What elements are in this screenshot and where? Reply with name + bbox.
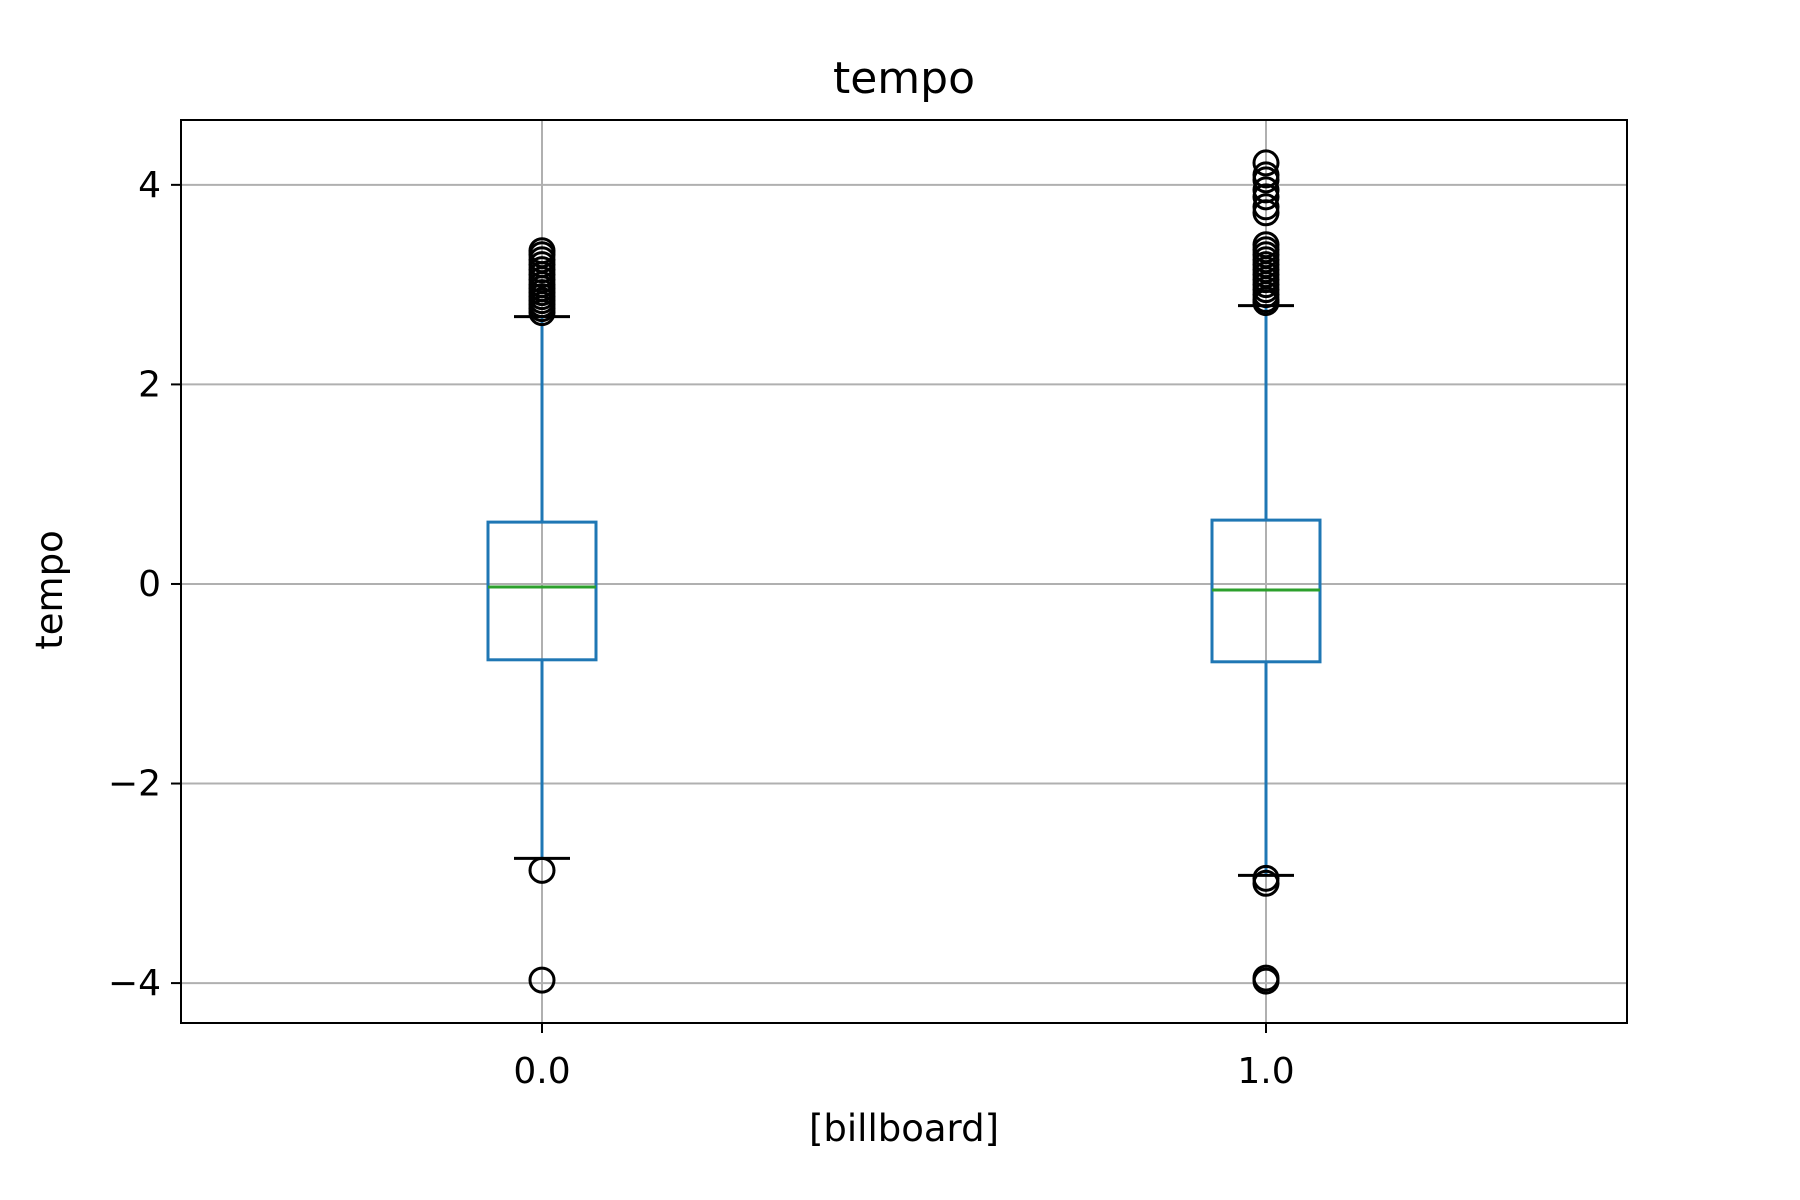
flier-point [1252,967,1280,995]
x-tick-label: 0.0 [513,1051,570,1092]
y-tick-label: 2 [138,364,161,405]
y-tick-label: 0 [138,564,161,605]
flier-point [528,299,556,327]
flier-point [528,856,556,884]
x-axis-label: [billboard] [809,1107,999,1150]
y-tick-label: −4 [108,963,161,1004]
flier-point [1252,289,1280,317]
flier-point [1252,869,1280,897]
y-tick-label: −2 [108,764,161,805]
flier-point [1252,166,1280,194]
box-group-0.0 [486,237,598,994]
y-tick-label: 4 [138,165,161,206]
flier-point [528,966,556,994]
chart-title: tempo [833,53,975,104]
plot-frame [180,119,1628,1024]
flier-point [1252,183,1280,211]
flier-point [1252,199,1280,227]
flier-point [1252,149,1280,177]
y-axis-label: tempo [28,530,71,649]
ticks: 4 2 0 −2 −4 0.0 1.0 [108,165,1295,1092]
boxes [486,149,1322,995]
box-group-1.0 [1210,149,1322,995]
iqr-box [486,520,598,662]
x-tick-label: 1.0 [1237,1051,1294,1092]
